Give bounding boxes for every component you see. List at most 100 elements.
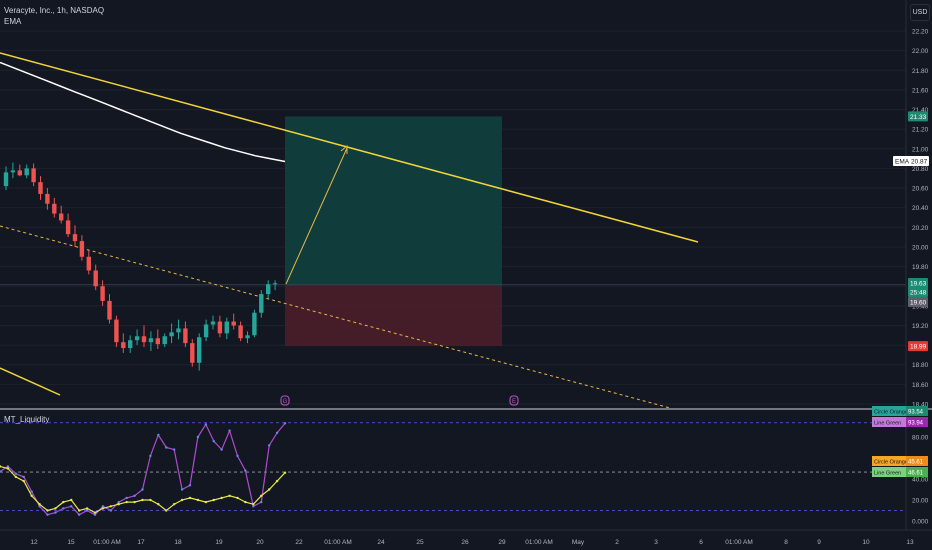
osc-point	[77, 513, 81, 516]
osc-point	[93, 511, 97, 514]
candle-body	[197, 337, 202, 363]
time-tick: 15	[67, 539, 75, 546]
candle-body	[210, 321, 216, 325]
ema-line	[0, 61, 286, 163]
osc-point	[38, 503, 41, 506]
price-tick: 19.20	[912, 323, 929, 330]
osc-line-green-hi-label-bg	[872, 417, 906, 427]
osc-point	[157, 433, 160, 437]
candle-body	[252, 312, 257, 336]
osc-point	[0, 470, 2, 473]
osc-circle-orange-mid-value-bg	[906, 456, 928, 466]
osc-point	[14, 475, 18, 479]
osc-line-green-hi-value-bg	[906, 417, 928, 427]
price-tick: 21.60	[912, 87, 929, 94]
target-tag: 21.33	[910, 114, 927, 121]
time-tick: 29	[498, 539, 506, 546]
candle-body	[245, 335, 250, 339]
candle-body	[238, 325, 243, 339]
price-axis: 22.20 22.00 21.80 21.60 21.40 21.20 21.00 20.80…	[872, 0, 929, 530]
osc-point	[165, 509, 168, 512]
candle-body	[79, 241, 85, 257]
osc-point	[188, 484, 192, 487]
price-tick: 20.60	[912, 186, 929, 193]
time-tick: 13	[906, 539, 914, 546]
time-tick: 22	[295, 539, 303, 546]
osc-point	[275, 479, 279, 483]
entry-tag-bg	[908, 297, 928, 307]
osc-point	[54, 511, 57, 514]
osc-point	[85, 507, 89, 510]
price-tick: 20.80	[912, 166, 929, 173]
candle-body	[155, 338, 160, 345]
price-tick: 21.00	[912, 146, 929, 153]
countdown-tag: 25:48	[910, 290, 927, 297]
osc-point	[62, 507, 65, 510]
osc-point	[85, 509, 89, 512]
osc-point	[196, 498, 200, 502]
osc-circle-orange-mid-label: Circle Orange	[874, 460, 908, 466]
candle-body	[266, 284, 271, 295]
osc-point	[38, 505, 41, 508]
price-tick: 18.60	[912, 382, 929, 389]
time-axis: 12 15 01:00 AM 17 18 19 20 22 01:00 AM 24 25 26 29 01…	[0, 529, 932, 546]
osc-tick: 80.00	[912, 435, 929, 442]
osc-point	[252, 503, 255, 506]
osc-point	[244, 500, 247, 504]
candle-body	[114, 319, 119, 343]
time-tick: 6	[699, 539, 703, 546]
candle-body	[169, 332, 174, 337]
candle-body	[224, 321, 229, 334]
osc-point	[196, 435, 200, 439]
osc-point	[141, 498, 144, 502]
symbol-title: Veracyte, Inc., 1h, NASDAQ	[4, 6, 105, 15]
osc-point	[149, 498, 152, 502]
osc-point	[267, 488, 271, 491]
candle-body	[134, 336, 140, 341]
time-tick: 2	[615, 539, 619, 546]
price-tick: 21.20	[912, 127, 929, 134]
entry-tag: 19.60	[910, 300, 927, 307]
osc-point	[62, 500, 65, 504]
osc-point	[30, 490, 33, 493]
osc-tick: 20.00	[912, 498, 929, 505]
osc-point	[165, 446, 168, 449]
time-tick: 10	[862, 539, 870, 546]
candle-body	[190, 343, 195, 363]
price-tick: 18.80	[912, 362, 929, 369]
candle-body	[121, 342, 126, 349]
profit-zone	[285, 116, 502, 287]
candle-body	[93, 270, 98, 287]
osc-point	[180, 498, 184, 502]
candle-body	[162, 336, 167, 345]
oscillator-title[interactable]: MT_Liquidity	[4, 415, 50, 424]
currency-button[interactable]: USD	[910, 4, 930, 21]
osc-point	[275, 431, 279, 434]
countdown-tag-bg	[908, 287, 928, 297]
price-tag-bg	[908, 278, 928, 288]
time-tick: 8	[784, 539, 788, 546]
candle-body	[176, 328, 181, 333]
candle-body	[24, 168, 29, 176]
candle-body	[65, 220, 71, 235]
candle-body	[183, 328, 188, 344]
event-marker-label: E	[512, 399, 516, 405]
arrow-head	[340, 144, 348, 154]
time-tick: 3	[654, 539, 658, 546]
trendline	[0, 52, 699, 243]
ema-tag-label: EMA	[895, 159, 910, 166]
time-tick: 9	[817, 539, 821, 546]
osc-point	[267, 444, 271, 447]
osc-line-green-mid-label-bg	[872, 467, 906, 477]
candle-body	[59, 213, 64, 221]
indicator-label[interactable]: EMA	[4, 17, 22, 26]
osc-circle-orange-hi-label: Circle Orange	[874, 410, 908, 416]
osc-point	[101, 505, 105, 508]
time-tick: 18	[174, 539, 182, 546]
candle-body	[148, 338, 154, 343]
osc-point	[46, 509, 49, 512]
time-tick: 26	[461, 539, 469, 546]
osc-point	[133, 494, 136, 497]
